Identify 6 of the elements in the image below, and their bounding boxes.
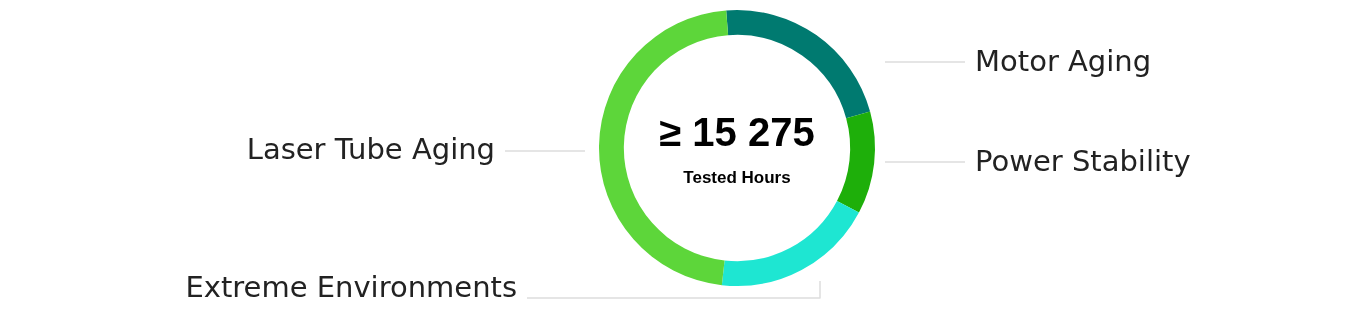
slice-label: Extreme Environments: [185, 269, 517, 304]
slice-label: Motor Aging: [975, 43, 1152, 78]
slice-label: Power Stability: [975, 143, 1191, 178]
text: Tested Hours: [683, 167, 791, 187]
slice-label: Laser Tube Aging: [246, 131, 495, 166]
text: ≥ 15 275: [659, 110, 815, 155]
